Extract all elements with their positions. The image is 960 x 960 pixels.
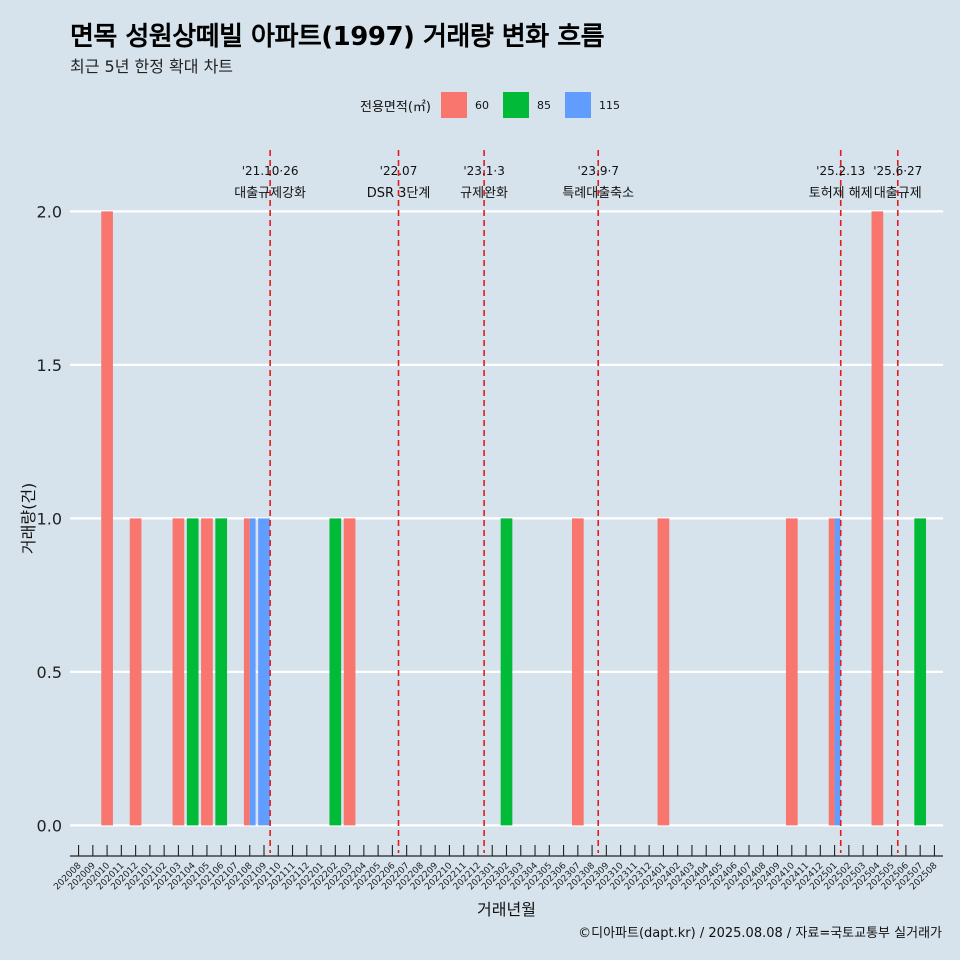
event-label: DSR 3단계 xyxy=(367,186,431,201)
legend-title: 전용면적(㎡) xyxy=(360,99,431,115)
event-label: 토허제 해제 xyxy=(809,186,873,201)
event-label: 대출규제강화 xyxy=(234,186,306,201)
legend-key-115 xyxy=(564,92,591,118)
bar-115-202108 xyxy=(249,518,256,826)
event-label: 대출규제 xyxy=(874,186,922,201)
bar-60-202108 xyxy=(243,518,250,826)
bar-60-202105 xyxy=(201,518,213,826)
legend-item-85: 85 xyxy=(502,92,557,118)
bar-85-202202 xyxy=(329,518,342,826)
bar-60-202010 xyxy=(101,211,113,826)
event-date-label: '23.9·7 xyxy=(577,164,618,178)
chart-title: 면목 성원상떼빌 아파트(1997) 거래량 변화 흐름 xyxy=(70,22,605,52)
bar-60-202410 xyxy=(785,518,798,826)
bar-60-202401 xyxy=(657,518,670,826)
event-date-label: '21.10·26 xyxy=(242,164,299,178)
bar-85-202302 xyxy=(500,518,513,826)
y-tick-label: 0.0 xyxy=(37,816,62,835)
legend-key-60 xyxy=(440,92,467,118)
event-date-label: '22.07 xyxy=(380,164,418,178)
event-label: 규제완화 xyxy=(460,186,508,201)
y-axis-title: 거래량(건) xyxy=(19,483,38,554)
bar-85-202106 xyxy=(215,518,228,826)
y-tick-label: 2.0 xyxy=(37,202,62,221)
legend-label-60: 60 xyxy=(474,98,489,112)
bar-60-202203 xyxy=(343,518,356,826)
event-date-label: '23.1·3 xyxy=(463,164,504,178)
bar-60-202504 xyxy=(871,211,884,826)
bar-85-202507 xyxy=(914,518,927,826)
legend-label-115: 115 xyxy=(598,98,620,112)
bar-60-202012 xyxy=(129,518,142,826)
bar-115-202501 xyxy=(834,518,841,826)
event-label: 특례대출축소 xyxy=(562,186,634,201)
legend-item-60: 60 xyxy=(440,92,495,118)
y-tick-label: 0.5 xyxy=(37,663,62,682)
legend: 전용면적(㎡) 60 85 115 xyxy=(360,92,634,118)
y-tick-label: 1.0 xyxy=(37,509,62,528)
bar-60-202501 xyxy=(828,518,835,826)
legend-label-85: 85 xyxy=(536,98,551,112)
y-tick-label: 1.5 xyxy=(37,356,62,375)
event-date-label: '25.6·27 xyxy=(873,164,922,178)
source-caption: ©디아파트(dapt.kr) / 2025.08.08 / 자료=국토교통부 실… xyxy=(578,926,942,941)
event-date-label: '25.2.13 xyxy=(816,164,865,178)
chart-subtitle: 최근 5년 한정 확대 차트 xyxy=(70,57,234,76)
bar-85-202104 xyxy=(186,518,199,826)
legend-item-115: 115 xyxy=(564,92,626,118)
bar-60-202307 xyxy=(571,518,584,826)
bar-60-202103 xyxy=(172,518,185,826)
legend-key-85 xyxy=(502,92,529,118)
bar-115-202109 xyxy=(258,518,270,826)
x-axis-title: 거래년월 xyxy=(477,900,536,919)
